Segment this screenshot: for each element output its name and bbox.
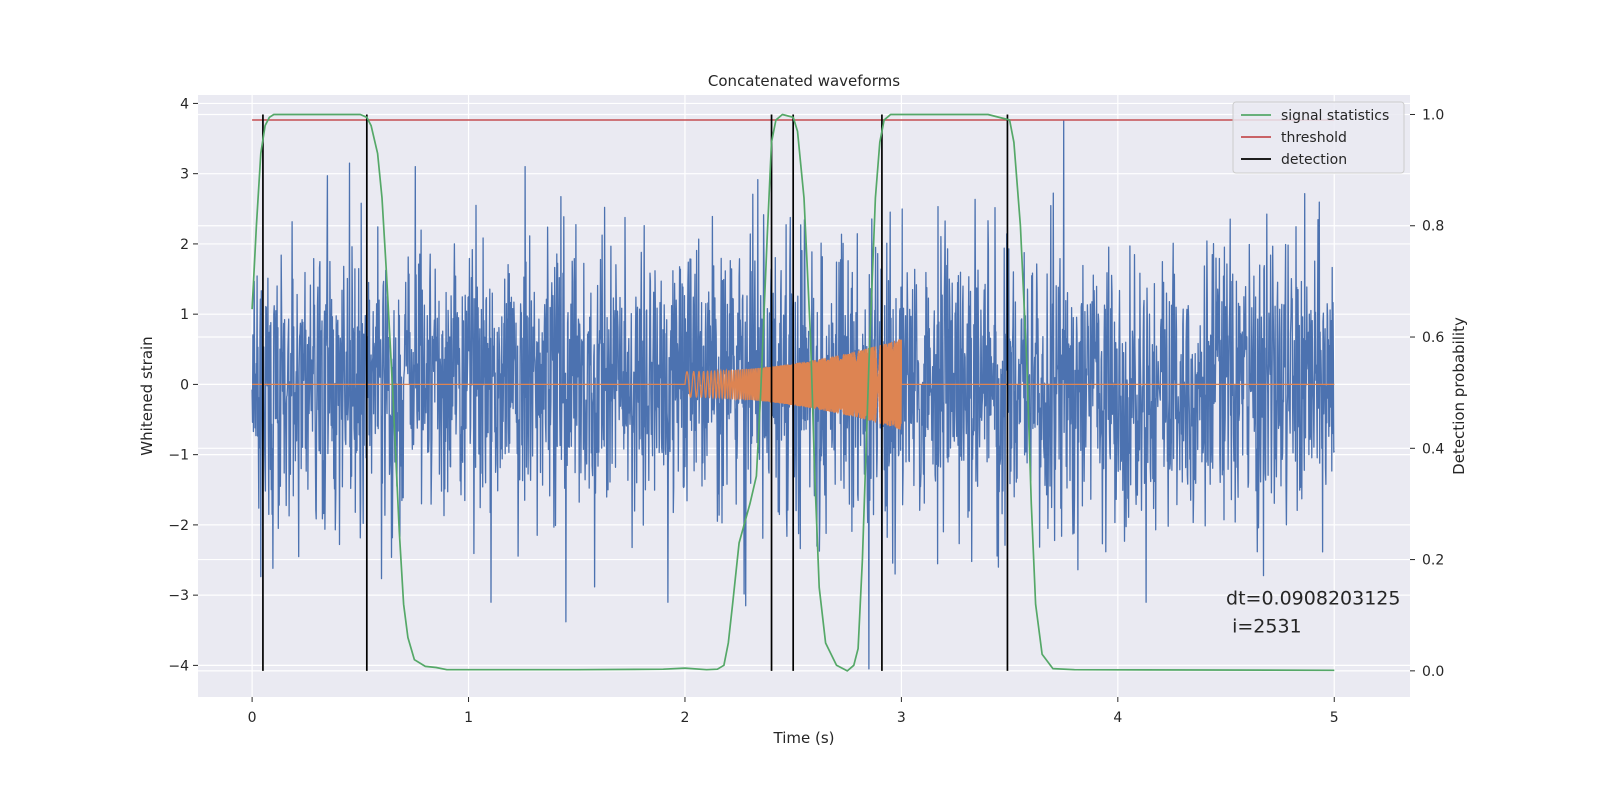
y-tick-label: −1 <box>168 448 189 464</box>
annotation: dt=0.0908203125 i=2531 <box>1226 588 1400 638</box>
y-tick-label: 0 <box>180 377 189 393</box>
ticks: 0 1 2 3 4 5 −4 −3 −2 −1 0 1 2 3 4 0.0 0.2 0.4 0.6 0.8 1.0 <box>168 96 1444 726</box>
legend: signal statistics threshold detection <box>1232 101 1405 174</box>
legend-box <box>1232 101 1405 174</box>
y-tick-label: −3 <box>168 588 189 604</box>
y-tick-label: 4 <box>180 96 189 112</box>
chart-title: Concatenated waveforms <box>708 72 900 90</box>
signal-statistics-line <box>251 113 1335 672</box>
y-tick-label: 2 <box>180 237 189 253</box>
x-tick-label: 0 <box>248 710 257 726</box>
y2-tick-label: 1.0 <box>1422 107 1444 123</box>
y-tick-label: 3 <box>180 167 189 183</box>
y-tick-label: −4 <box>168 658 189 674</box>
y2-tick-label: 0.6 <box>1422 330 1444 346</box>
legend-label: threshold <box>1281 130 1347 146</box>
y-tick-label: 1 <box>180 307 189 323</box>
y-tick-label: −2 <box>168 518 189 534</box>
x-tick-label: 4 <box>1113 710 1122 726</box>
annotation-line-1: dt=0.0908203125 <box>1226 588 1400 610</box>
series-layer <box>251 113 1335 672</box>
x-tick-label: 1 <box>464 710 473 726</box>
y-axis-label: Whitened strain <box>138 336 156 455</box>
x-tick-label: 5 <box>1330 710 1339 726</box>
annotation-line-2: i=2531 <box>1226 616 1302 638</box>
legend-label: signal statistics <box>1281 108 1389 124</box>
y2-tick-label: 0.8 <box>1422 219 1444 235</box>
y2-tick-label: 0.0 <box>1422 664 1444 680</box>
x-axis-label: Time (s) <box>773 729 835 747</box>
x-tick-label: 2 <box>681 710 690 726</box>
x-tick-label: 3 <box>897 710 906 726</box>
legend-label: detection <box>1281 152 1347 168</box>
y2-tick-label: 0.4 <box>1422 441 1444 457</box>
y2-tick-label: 0.2 <box>1422 553 1444 569</box>
y2-axis-label: Detection probability <box>1450 317 1468 475</box>
